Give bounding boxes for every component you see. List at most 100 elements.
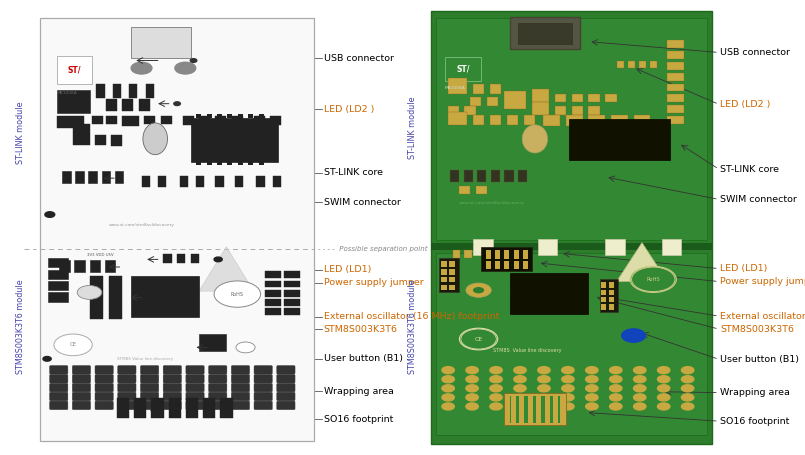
Circle shape: [634, 394, 646, 401]
Bar: [168, 398, 181, 418]
Circle shape: [54, 334, 93, 356]
Bar: [95, 135, 106, 145]
Bar: [144, 116, 155, 124]
Circle shape: [131, 62, 152, 74]
Circle shape: [514, 376, 526, 383]
Bar: [183, 116, 193, 125]
Bar: [510, 396, 560, 423]
Bar: [106, 116, 117, 124]
FancyBboxPatch shape: [208, 374, 227, 383]
Bar: [510, 17, 580, 50]
Bar: [532, 102, 549, 115]
Bar: [609, 304, 614, 309]
Circle shape: [466, 403, 478, 410]
FancyBboxPatch shape: [72, 401, 91, 410]
Circle shape: [634, 376, 646, 383]
Bar: [48, 293, 68, 302]
Circle shape: [658, 403, 670, 410]
Circle shape: [682, 385, 694, 392]
Bar: [601, 297, 606, 302]
Bar: [588, 115, 605, 126]
Circle shape: [586, 403, 598, 410]
Bar: [265, 281, 281, 287]
Circle shape: [658, 385, 670, 392]
Bar: [56, 116, 84, 128]
Circle shape: [175, 62, 196, 74]
Bar: [601, 304, 606, 309]
Bar: [485, 250, 491, 258]
Circle shape: [442, 385, 454, 392]
Bar: [265, 290, 281, 297]
Text: USB connector: USB connector: [324, 54, 394, 63]
Bar: [504, 261, 510, 269]
Bar: [199, 116, 210, 125]
FancyBboxPatch shape: [277, 401, 295, 410]
Bar: [89, 276, 103, 287]
Bar: [93, 116, 103, 124]
Bar: [105, 260, 115, 272]
Circle shape: [489, 403, 502, 410]
Bar: [441, 277, 447, 283]
Circle shape: [466, 385, 478, 392]
Bar: [234, 176, 243, 187]
Circle shape: [489, 376, 502, 383]
FancyBboxPatch shape: [118, 365, 136, 374]
FancyBboxPatch shape: [186, 374, 204, 383]
Bar: [449, 261, 455, 267]
Bar: [572, 94, 583, 102]
Bar: [56, 56, 93, 84]
Circle shape: [609, 385, 622, 392]
Bar: [448, 106, 459, 115]
Bar: [543, 115, 560, 126]
FancyBboxPatch shape: [163, 392, 181, 401]
Ellipse shape: [143, 123, 167, 155]
FancyBboxPatch shape: [231, 401, 250, 410]
FancyBboxPatch shape: [118, 401, 136, 410]
Bar: [122, 99, 134, 111]
FancyBboxPatch shape: [186, 401, 204, 410]
FancyBboxPatch shape: [140, 374, 159, 383]
Circle shape: [489, 385, 502, 392]
FancyBboxPatch shape: [140, 401, 159, 410]
Text: Wrapping area: Wrapping area: [324, 387, 394, 396]
Text: STM8S  Value line discovery: STM8S Value line discovery: [493, 348, 561, 353]
Circle shape: [442, 394, 454, 401]
Bar: [553, 396, 558, 423]
Bar: [667, 116, 684, 124]
Bar: [113, 91, 121, 98]
Circle shape: [489, 394, 502, 401]
Circle shape: [538, 403, 550, 410]
FancyBboxPatch shape: [140, 383, 159, 392]
FancyBboxPatch shape: [95, 374, 114, 383]
Text: MB1008A: MB1008A: [444, 86, 465, 90]
Bar: [237, 162, 243, 166]
Bar: [489, 115, 501, 125]
Bar: [248, 162, 254, 166]
Bar: [473, 84, 485, 94]
Bar: [163, 254, 171, 263]
Bar: [146, 91, 154, 98]
Circle shape: [538, 376, 550, 383]
Circle shape: [658, 394, 670, 401]
Circle shape: [473, 287, 485, 293]
Bar: [48, 269, 68, 279]
Text: RoHS: RoHS: [231, 292, 244, 297]
Text: RoHS: RoHS: [646, 277, 660, 282]
FancyBboxPatch shape: [277, 392, 295, 401]
Bar: [544, 396, 550, 423]
Text: 3V3 VDD U5V: 3V3 VDD U5V: [470, 251, 497, 255]
Bar: [284, 271, 300, 278]
Bar: [265, 299, 281, 306]
Text: Wrapping area: Wrapping area: [720, 388, 791, 397]
Bar: [667, 73, 684, 81]
Bar: [216, 116, 226, 125]
Circle shape: [538, 394, 550, 401]
Bar: [601, 283, 606, 288]
Bar: [158, 176, 166, 187]
Polygon shape: [199, 247, 254, 291]
Text: LED (LD1): LED (LD1): [324, 265, 371, 274]
FancyBboxPatch shape: [208, 383, 227, 392]
Circle shape: [682, 367, 694, 374]
Bar: [514, 250, 518, 258]
Bar: [130, 27, 191, 58]
